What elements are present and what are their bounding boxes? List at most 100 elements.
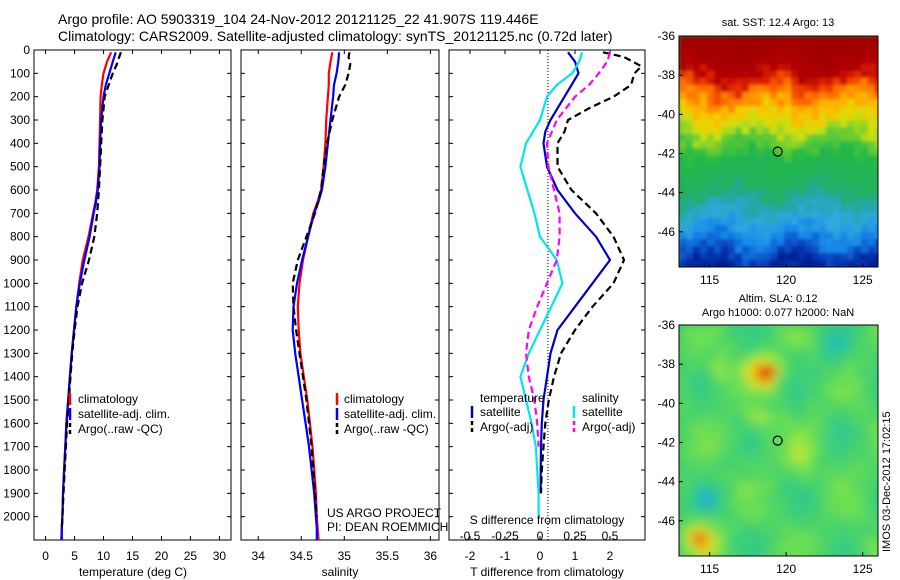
sla-cell xyxy=(711,509,720,518)
sla-cell xyxy=(687,461,696,470)
salinity-axes-frame xyxy=(240,49,440,541)
sla-cell xyxy=(695,365,704,374)
sla-cell xyxy=(679,445,688,454)
sla-cell xyxy=(687,413,696,422)
sst-cell xyxy=(686,141,694,149)
sst-cell xyxy=(721,204,729,212)
sla-cell xyxy=(799,405,808,414)
sla-cell xyxy=(759,477,768,486)
sla-cell xyxy=(815,517,824,526)
sst-cell xyxy=(875,71,878,79)
sst-cell xyxy=(728,204,736,212)
sla-cell xyxy=(679,509,688,518)
sst-cell xyxy=(700,134,708,142)
sla-cell xyxy=(679,421,688,430)
sst-cell xyxy=(686,120,694,128)
sst-cell xyxy=(700,85,708,93)
sst-cell xyxy=(763,141,771,149)
sst-cell xyxy=(714,78,722,86)
sst-cell xyxy=(840,127,848,135)
sla-cell xyxy=(831,325,840,334)
sst-cell xyxy=(826,64,834,72)
sla-cell xyxy=(735,373,744,382)
sla-cell xyxy=(863,437,872,446)
sst-cell xyxy=(784,57,792,65)
sla-cell xyxy=(823,397,832,406)
sst-cell xyxy=(798,120,806,128)
sla-cell xyxy=(767,397,776,406)
sst-cell xyxy=(763,57,771,65)
sla-cell xyxy=(727,341,736,350)
sla-cell xyxy=(751,405,760,414)
sst-cell xyxy=(777,92,785,100)
sla-cell xyxy=(719,381,728,390)
sla-cell xyxy=(727,325,736,334)
sst-cell xyxy=(735,127,743,135)
depth-tick-label: 300 xyxy=(10,113,30,127)
sla-cell xyxy=(871,365,878,374)
sla-cell xyxy=(679,389,688,398)
sla-cell xyxy=(727,365,736,374)
sla-cell xyxy=(847,373,856,382)
sst-cell xyxy=(854,176,862,184)
sla-cell xyxy=(815,533,824,542)
map-y-tick-label: -42 xyxy=(658,435,676,449)
sst-cell xyxy=(707,36,715,44)
sst-cell xyxy=(882,253,890,261)
sla-cell xyxy=(767,349,776,358)
sla-cell xyxy=(767,389,776,398)
sst-cell xyxy=(721,155,729,163)
sst-cell xyxy=(868,183,876,191)
sst-cell xyxy=(714,253,722,261)
sst-cell xyxy=(749,71,757,79)
sst-cell xyxy=(812,190,820,198)
sla-cell xyxy=(799,469,808,478)
sst-cell xyxy=(735,267,743,275)
sst-cell xyxy=(805,85,813,93)
sst-cell xyxy=(882,92,890,100)
sst-cell xyxy=(735,148,743,156)
depth-tick-label: 600 xyxy=(10,183,30,197)
sst-cell xyxy=(826,113,834,121)
sst-cell xyxy=(875,127,878,135)
sst-cell xyxy=(875,64,878,72)
sla-cell xyxy=(743,517,752,526)
sla-cell xyxy=(831,405,840,414)
sla-cell xyxy=(751,517,760,526)
sla-cell xyxy=(711,541,720,550)
sla-cell xyxy=(759,437,768,446)
sst-cell xyxy=(784,169,792,177)
sst-cell xyxy=(833,260,841,267)
sla-cell xyxy=(687,501,696,510)
sst-cell xyxy=(686,92,694,100)
sla-cell xyxy=(799,509,808,518)
sla-cell xyxy=(751,429,760,438)
sst-cell xyxy=(777,155,785,163)
sla-cell xyxy=(727,533,736,542)
sst-cell xyxy=(707,253,715,261)
sst-cell xyxy=(798,148,806,156)
sla-cell xyxy=(871,485,878,494)
sla-cell xyxy=(687,357,696,366)
sst-cell xyxy=(819,239,827,247)
sst-cell xyxy=(833,225,841,233)
sla-cell xyxy=(719,485,728,494)
sst-cell xyxy=(756,43,764,51)
sla-cell xyxy=(855,501,864,510)
sst-cell xyxy=(847,183,855,191)
sst-cell xyxy=(756,64,764,72)
sla-cell xyxy=(847,349,856,358)
sst-cell xyxy=(833,162,841,170)
sst-cell xyxy=(770,78,778,86)
sst-cell xyxy=(791,148,799,156)
sst-cell xyxy=(861,260,869,267)
sst-cell xyxy=(735,78,743,86)
sla-cell xyxy=(727,541,736,550)
sst-cell xyxy=(805,71,813,79)
sst-cell xyxy=(749,155,757,163)
sst-cell xyxy=(805,57,813,65)
sst-cell xyxy=(693,162,701,170)
sla-cell xyxy=(871,413,878,422)
sst-cell xyxy=(812,71,820,79)
sst-cell xyxy=(875,260,878,267)
